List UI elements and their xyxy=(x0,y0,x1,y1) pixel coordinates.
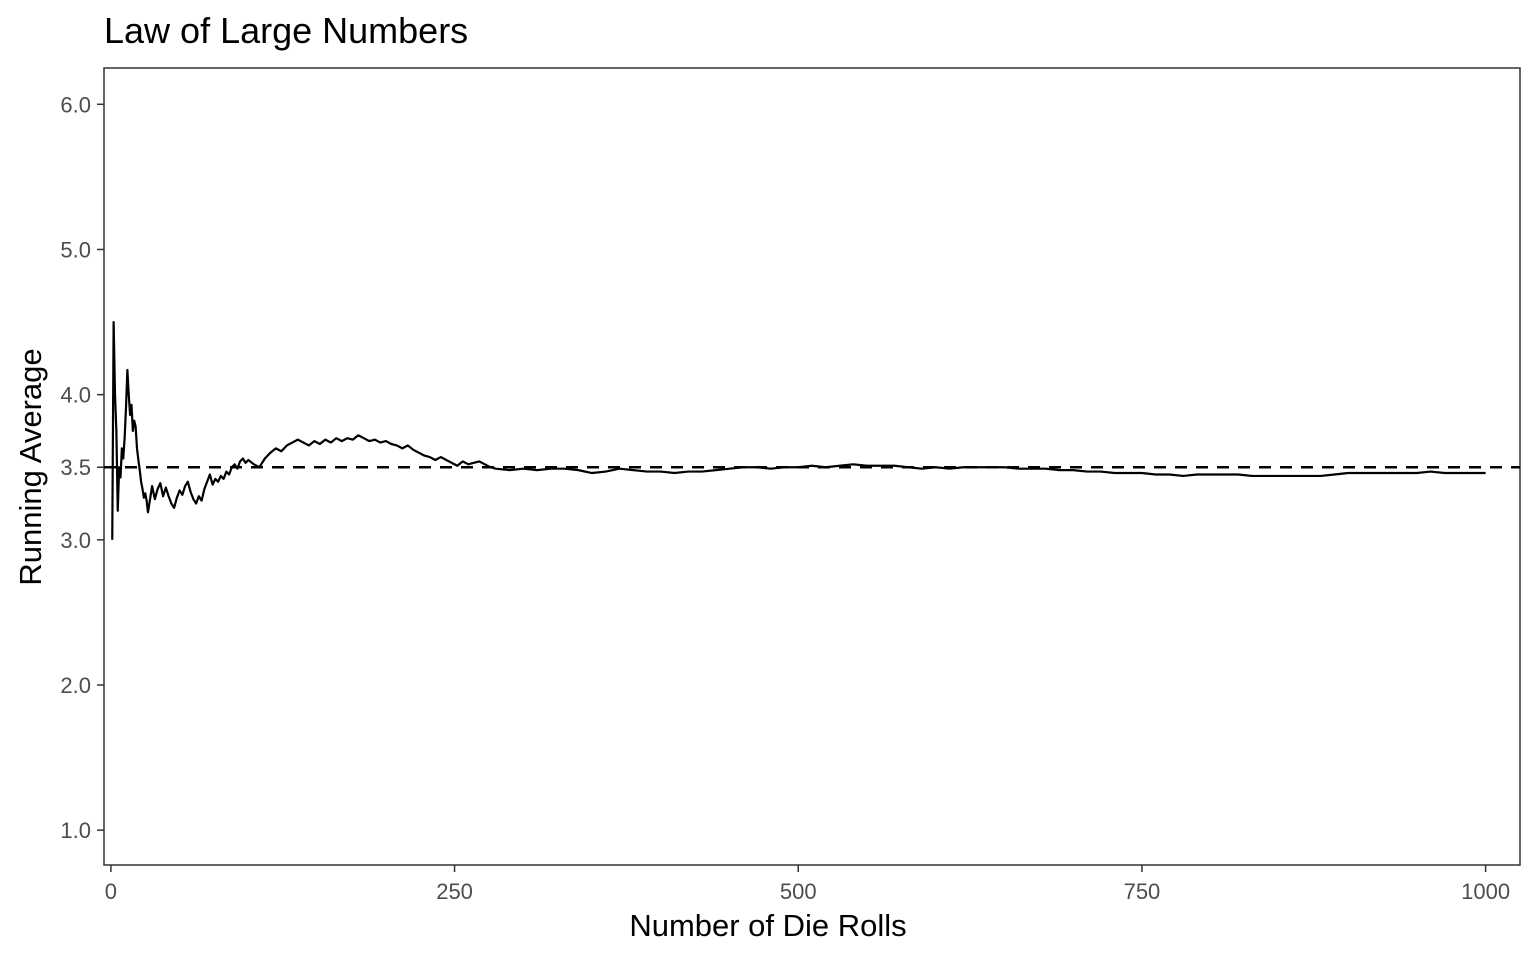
y-tick-label: 3.0 xyxy=(60,528,91,553)
x-tick-label: 0 xyxy=(105,879,117,904)
x-tick-label: 1000 xyxy=(1461,879,1510,904)
chart-title: Law of Large Numbers xyxy=(104,10,469,51)
y-tick-label: 3.5 xyxy=(60,455,91,480)
x-axis-title: Number of Die Rolls xyxy=(629,908,907,943)
x-tick-label: 250 xyxy=(436,879,473,904)
series-line xyxy=(111,320,1486,540)
x-tick-label: 750 xyxy=(1124,879,1161,904)
y-tick-label: 1.0 xyxy=(60,818,91,843)
y-tick-label: 6.0 xyxy=(60,92,91,117)
y-tick-label: 2.0 xyxy=(60,673,91,698)
y-tick-label: 4.0 xyxy=(60,383,91,408)
x-tick-label: 500 xyxy=(780,879,817,904)
y-axis-title: Running Average xyxy=(13,348,48,586)
y-tick-label: 5.0 xyxy=(60,237,91,262)
